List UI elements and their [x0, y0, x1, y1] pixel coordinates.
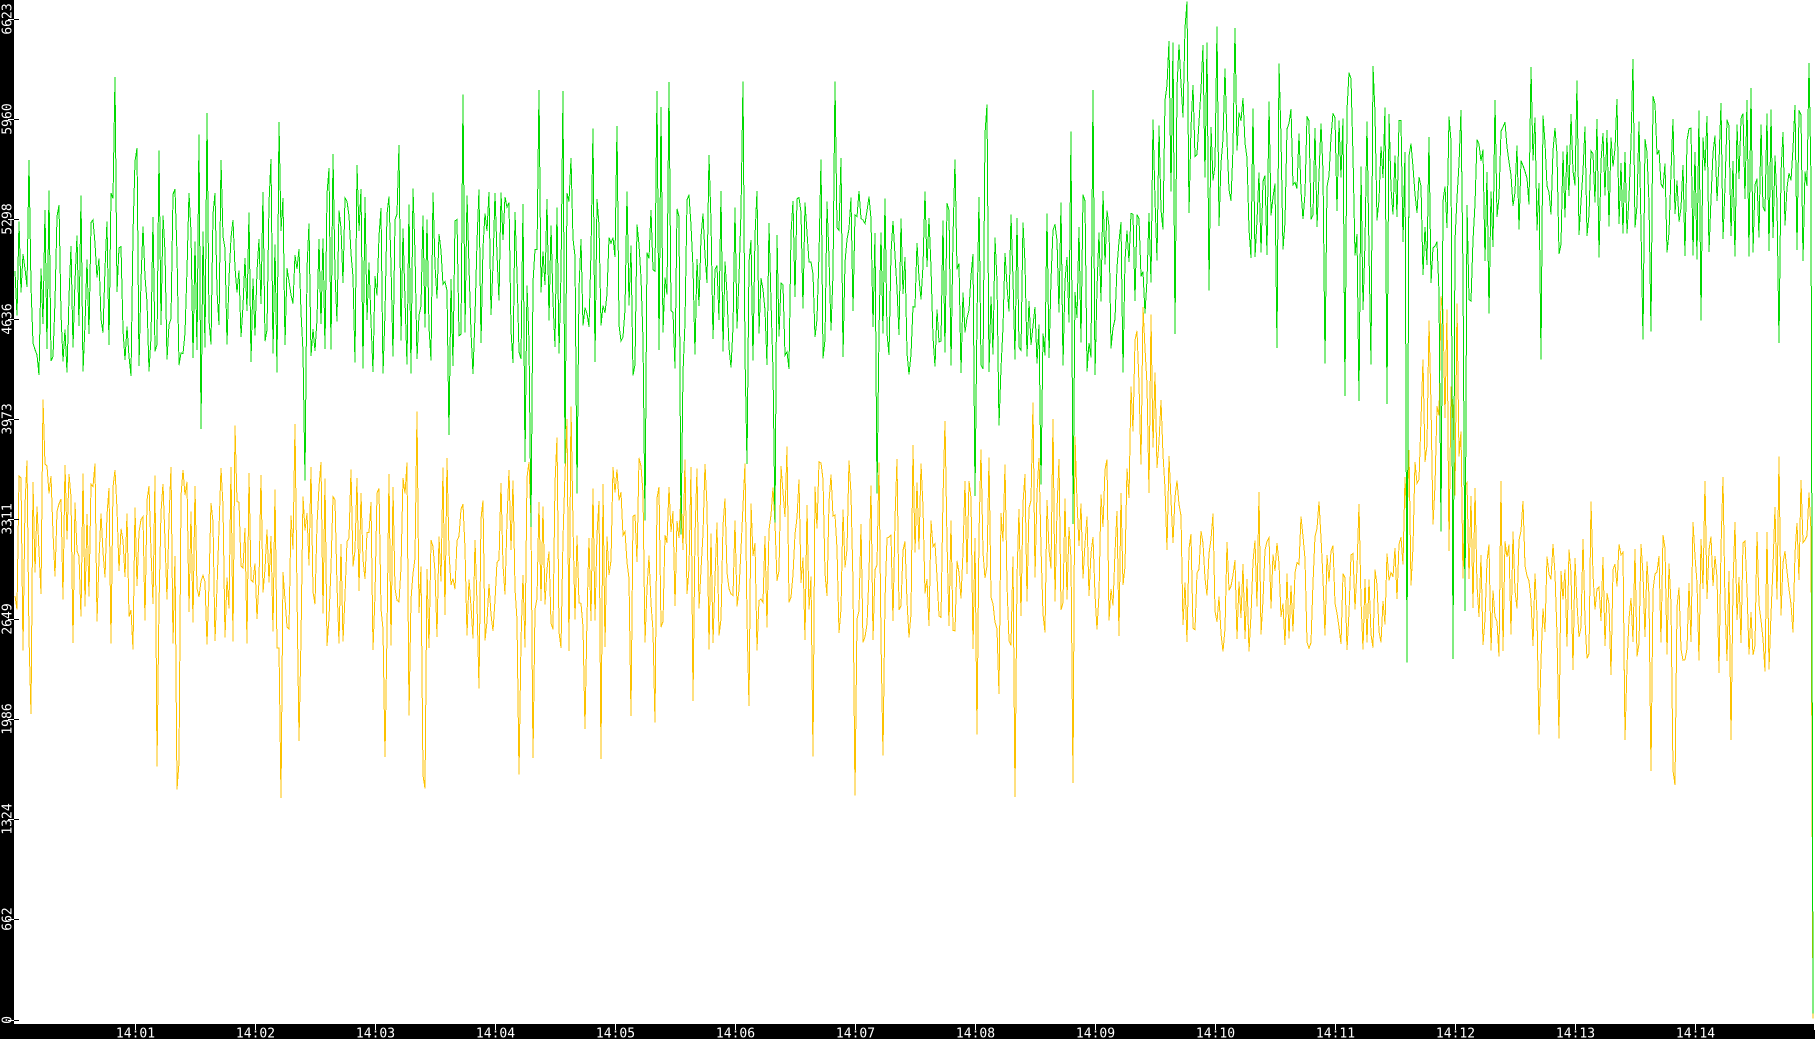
- y-tick-label: 5960: [1, 103, 16, 134]
- x-tick-label: 14:13: [1556, 1027, 1595, 1039]
- x-tick-label: 14:06: [716, 1027, 755, 1039]
- y-tick-label: 1986: [1, 703, 16, 734]
- y-tick-label: 662: [1, 907, 16, 930]
- x-tick-label: 14:05: [596, 1027, 635, 1039]
- y-tick-label: 3973: [1, 403, 16, 434]
- y-tick-label: 2649: [1, 603, 16, 634]
- y-tick-label: 5298: [1, 203, 16, 234]
- y-tick-label: 0: [1, 1016, 16, 1024]
- x-tick-label: 14:02: [236, 1027, 275, 1039]
- x-tick-label: 14:08: [956, 1027, 995, 1039]
- x-tick-label: 14:01: [116, 1027, 155, 1039]
- x-axis-strip: [0, 1024, 1815, 1039]
- x-tick-label: 14:04: [476, 1027, 515, 1039]
- y-tick-label: 1324: [1, 803, 16, 834]
- y-axis-strip: [0, 0, 14, 1024]
- y-tick-label: 3311: [1, 503, 16, 534]
- y-tick-label: 4636: [1, 303, 16, 334]
- x-tick-label: 14:09: [1076, 1027, 1115, 1039]
- series-orange-line: [14, 296, 1814, 1019]
- x-tick-label: 14:11: [1316, 1027, 1355, 1039]
- y-tick-label: 6623: [1, 3, 16, 34]
- x-tick-label: 14:07: [836, 1027, 875, 1039]
- x-tick-label: 14:03: [356, 1027, 395, 1039]
- x-tick-label: 14:14: [1676, 1027, 1715, 1039]
- series-green-line: [14, 1, 1814, 1014]
- x-tick-label: 14:12: [1436, 1027, 1475, 1039]
- x-tick-label: 14:10: [1196, 1027, 1235, 1039]
